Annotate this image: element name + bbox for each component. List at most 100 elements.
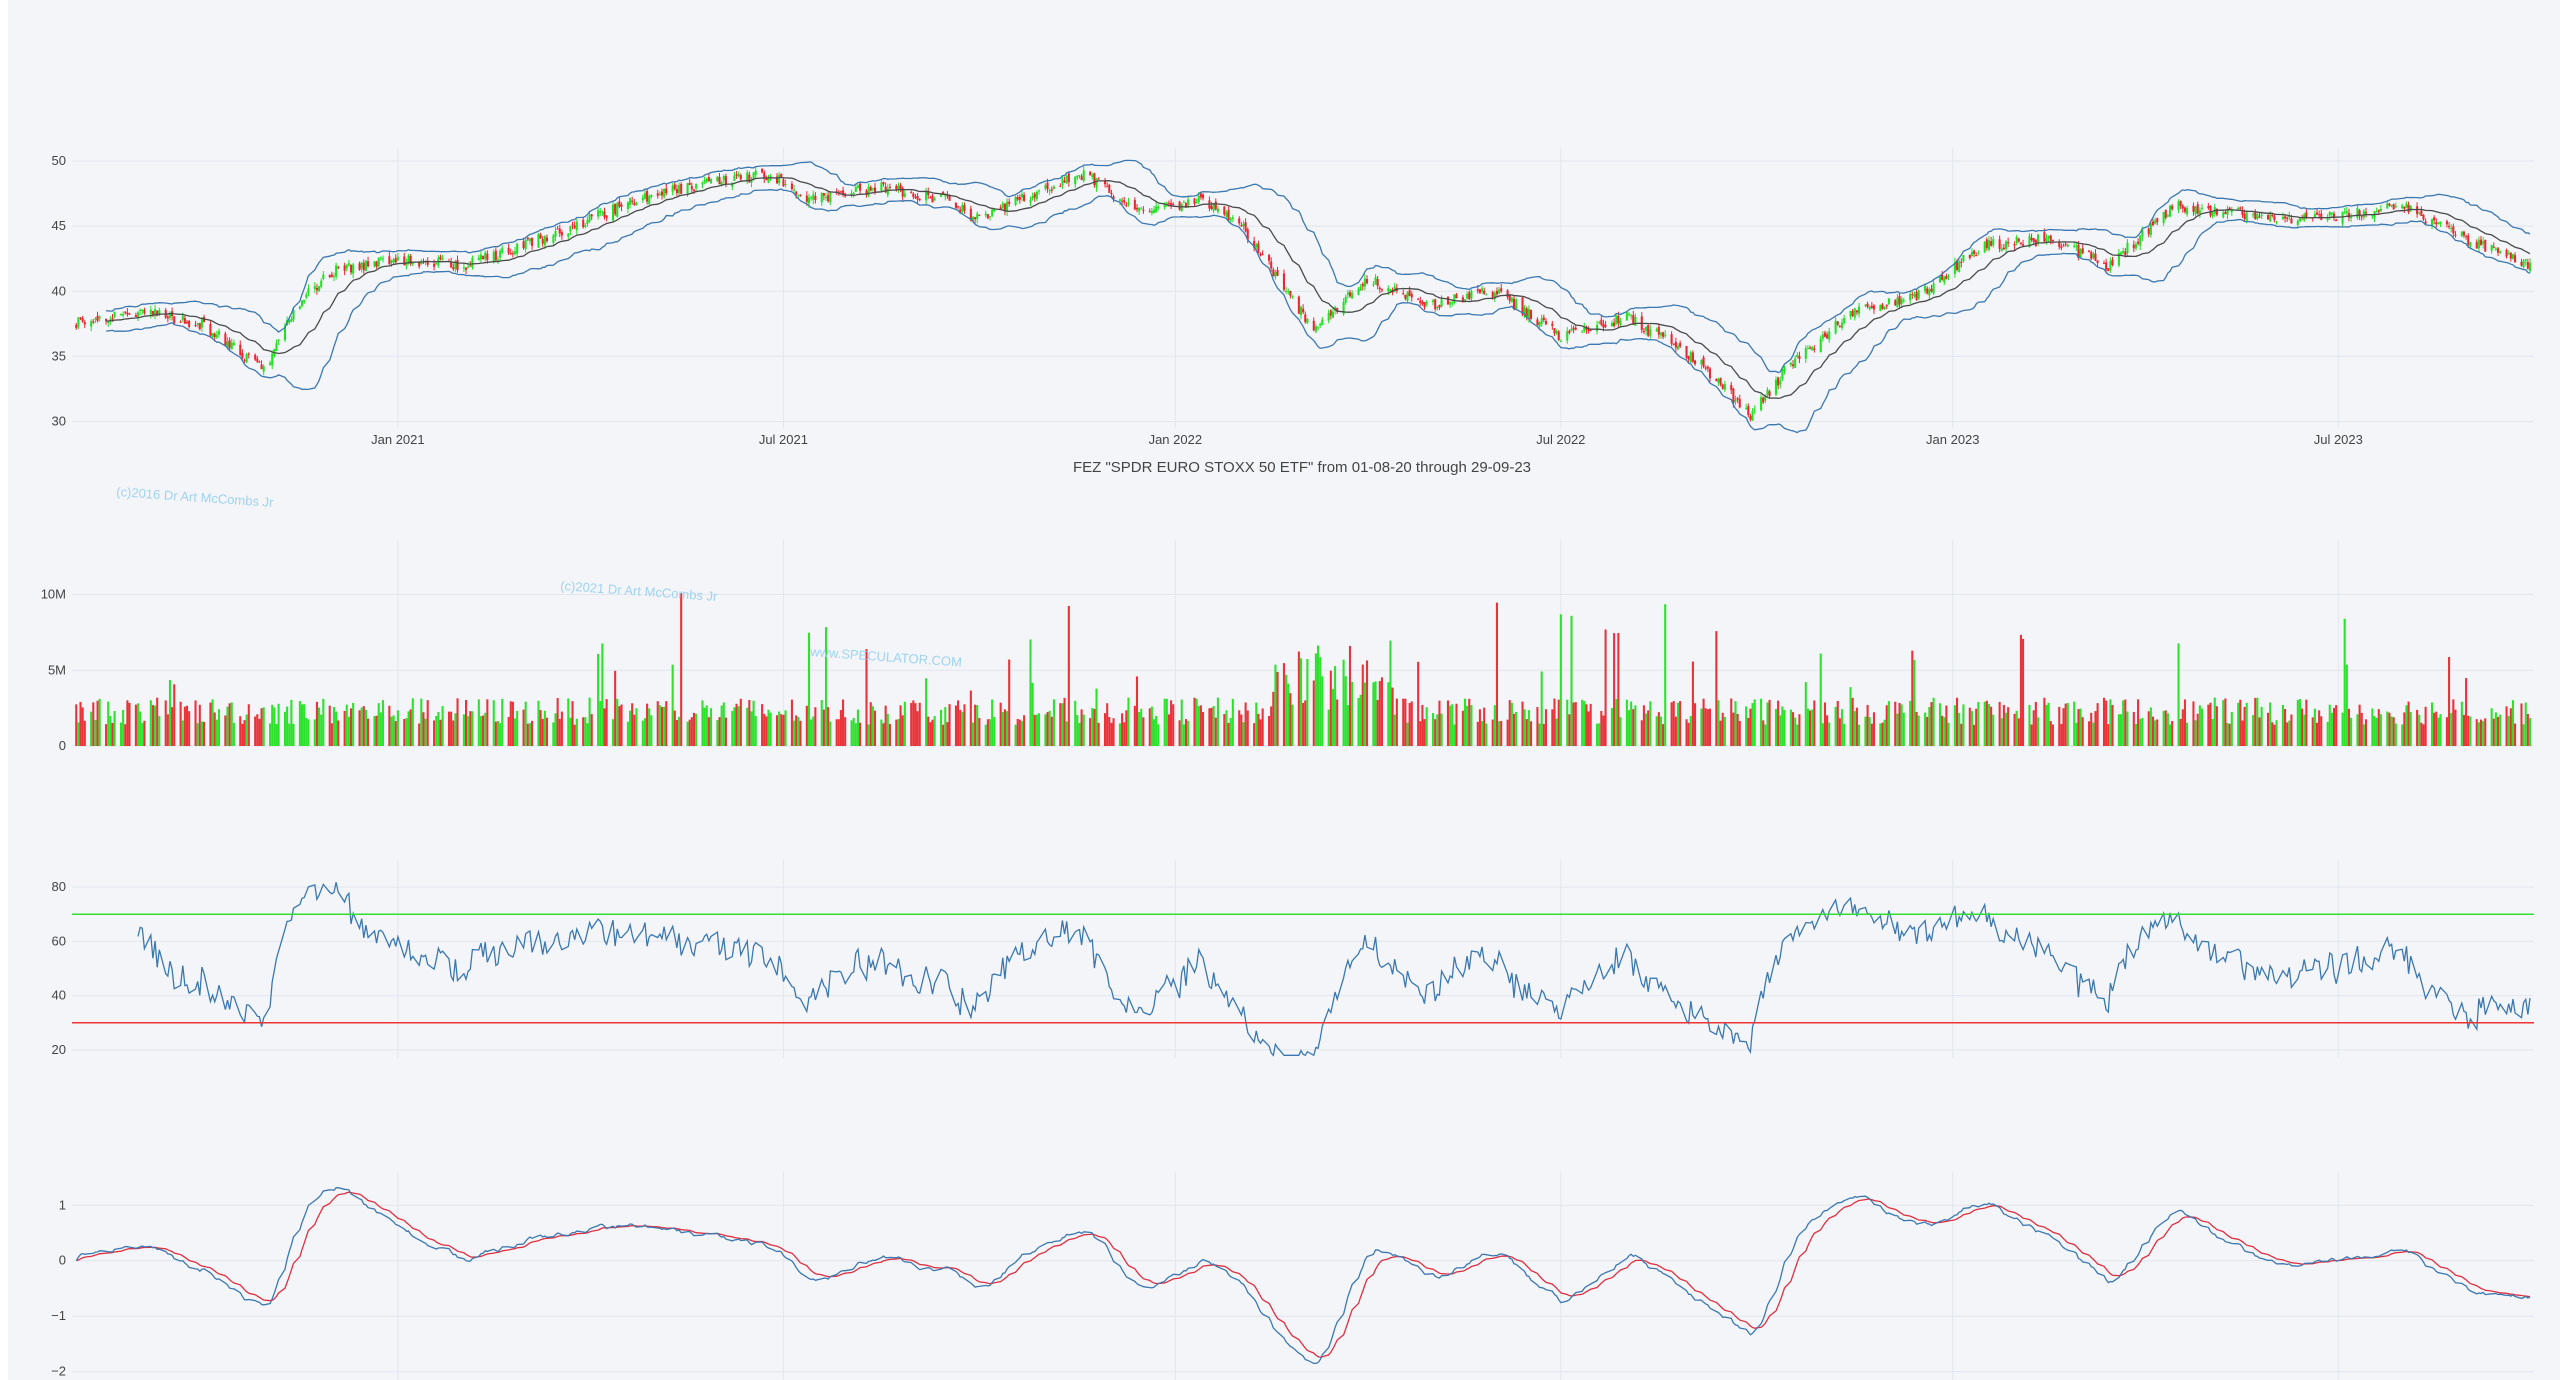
candle-body — [373, 261, 376, 267]
y-tick-label: 50 — [52, 153, 66, 168]
candle-body — [435, 263, 438, 265]
candle-body — [1140, 208, 1143, 210]
candle-body — [763, 172, 766, 179]
candle-body — [1702, 357, 1705, 367]
candle-body — [1596, 324, 1599, 332]
grid — [72, 148, 2534, 1380]
candle-body — [1242, 223, 1245, 227]
volume-bar — [1059, 703, 1062, 746]
candle-body — [601, 212, 604, 214]
candle-body — [2245, 212, 2248, 222]
candle-body — [2284, 216, 2287, 219]
candle-body — [1225, 212, 1228, 217]
candle-body — [705, 178, 708, 182]
volume-bar — [2492, 718, 2495, 746]
price-panel — [75, 159, 2532, 434]
volume-bar — [2469, 716, 2472, 746]
candle-body — [895, 185, 898, 190]
volume-bar — [2139, 718, 2142, 746]
volume-bar — [1348, 645, 1352, 746]
candle-body — [1319, 324, 1322, 326]
candle-body — [2266, 215, 2270, 220]
volume-bar — [761, 704, 764, 746]
volume-bar — [1029, 639, 1032, 746]
volume-bar — [1201, 712, 1205, 746]
volume-bar — [2126, 711, 2129, 746]
volume-bar — [1566, 699, 1569, 746]
volume-bar — [1483, 707, 1486, 746]
candle-body — [2028, 235, 2031, 248]
volume-bar — [203, 721, 206, 746]
candle-body — [1261, 253, 1264, 255]
candle-body — [1342, 301, 1345, 315]
volume-bar — [543, 710, 546, 746]
volume-bar — [1930, 702, 1933, 746]
volume-bar — [961, 712, 964, 746]
volume-bar — [2226, 723, 2229, 746]
candle-body — [2439, 221, 2442, 224]
candle-body — [158, 310, 161, 314]
candle-body — [352, 264, 355, 274]
volume-bar — [2181, 709, 2184, 746]
volume-bar — [1091, 708, 1094, 746]
candle-body — [1076, 175, 1079, 178]
candle-body — [1508, 294, 1511, 301]
volume-bar — [1432, 713, 1435, 746]
candle-body — [1210, 205, 1213, 210]
candle-body — [2526, 262, 2529, 269]
candle-body — [2475, 242, 2478, 249]
volume-bar — [957, 700, 960, 746]
volume-bar — [2511, 700, 2515, 746]
candle-body — [136, 312, 140, 318]
x-tick-label: Jul 2021 — [759, 432, 808, 447]
candle-body — [884, 186, 887, 193]
volume-bar — [111, 722, 114, 746]
volume-bar — [1125, 710, 1128, 746]
volume-bar — [1851, 697, 1854, 746]
candle-body — [151, 311, 154, 315]
volume-bar — [2030, 724, 2033, 746]
volume-bar — [2288, 720, 2291, 746]
candle-body — [217, 331, 221, 335]
volume-bar — [239, 716, 242, 746]
volume-bar — [1304, 700, 1307, 746]
volume-bar — [1425, 707, 1428, 746]
candle-body — [105, 318, 108, 322]
volume-bar — [2522, 724, 2525, 746]
candle-body — [556, 228, 559, 230]
candle-body — [1585, 327, 1588, 330]
candle-body — [516, 243, 519, 254]
volume-bar — [2422, 724, 2425, 746]
volume-bar — [867, 724, 870, 746]
candle-body — [1291, 296, 1294, 298]
volume-bar — [1031, 682, 1034, 746]
candle-body — [1148, 211, 1151, 213]
candle-body — [1297, 296, 1300, 314]
volume-bar — [198, 704, 201, 746]
candle-body — [2318, 214, 2321, 216]
y-tick-label: 40 — [52, 283, 66, 298]
volume-bar — [1314, 653, 1317, 746]
volume-bar — [215, 719, 218, 746]
volume-bar — [2330, 712, 2333, 746]
candle-body — [2345, 211, 2348, 213]
volume-bar — [1380, 677, 1383, 746]
candle-body — [584, 225, 587, 227]
volume-bar — [2475, 719, 2478, 746]
candle-body — [360, 262, 363, 269]
candle-body — [1372, 284, 1375, 286]
candle-body — [567, 233, 570, 237]
volume-bar — [1319, 657, 1322, 746]
volume-bar — [537, 700, 540, 746]
candle-body — [143, 309, 146, 314]
volume-bar — [1685, 719, 1688, 746]
volume-bar — [290, 699, 293, 746]
volume-bar — [1078, 722, 1081, 746]
volume-bar — [482, 715, 485, 746]
volume-bar — [1046, 712, 1049, 746]
volume-bar — [1123, 722, 1126, 746]
volume-bar — [2028, 704, 2031, 746]
volume-bar — [1879, 723, 1882, 746]
volume-bar — [575, 718, 578, 746]
volume-bar — [347, 716, 350, 746]
